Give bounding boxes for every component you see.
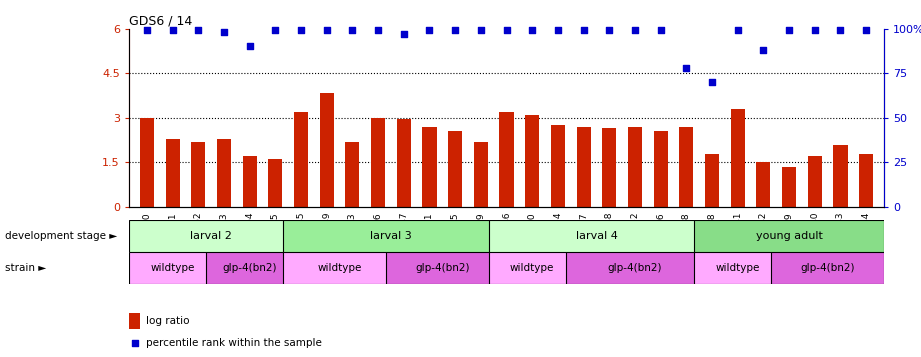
Point: [422, 27, 437, 33]
Point: [808, 27, 822, 33]
Bar: [129, 220, 294, 252]
Point: [242, 44, 257, 49]
Bar: [834, 145, 847, 207]
Point: [858, 27, 873, 33]
Point: [396, 31, 411, 37]
Point: [320, 27, 334, 33]
Bar: [771, 252, 884, 284]
Bar: [217, 139, 231, 207]
Bar: [565, 252, 705, 284]
Point: [705, 79, 719, 85]
Point: [371, 27, 386, 33]
Bar: [577, 127, 590, 207]
Point: [834, 27, 848, 33]
Point: [602, 27, 617, 33]
Bar: [345, 142, 359, 207]
Text: glp-4(bn2): glp-4(bn2): [223, 263, 277, 273]
Bar: [206, 252, 294, 284]
Point: [191, 27, 205, 33]
Bar: [488, 252, 576, 284]
Text: glp-4(bn2): glp-4(bn2): [608, 263, 662, 273]
Bar: [756, 162, 771, 207]
Bar: [371, 118, 385, 207]
Bar: [730, 109, 745, 207]
Bar: [705, 154, 719, 207]
Bar: [192, 142, 205, 207]
Bar: [242, 156, 257, 207]
Point: [782, 27, 797, 33]
Point: [127, 340, 142, 346]
Point: [730, 27, 745, 33]
Point: [216, 29, 231, 35]
Bar: [268, 160, 283, 207]
Bar: [488, 220, 705, 252]
Bar: [859, 154, 873, 207]
Bar: [320, 92, 333, 207]
Point: [448, 27, 462, 33]
Point: [499, 27, 514, 33]
Bar: [283, 220, 499, 252]
Text: log ratio: log ratio: [146, 316, 189, 326]
Text: glp-4(bn2): glp-4(bn2): [415, 263, 470, 273]
Bar: [628, 127, 642, 207]
Bar: [294, 112, 309, 207]
Point: [140, 27, 155, 33]
Bar: [602, 128, 616, 207]
Bar: [386, 252, 499, 284]
Bar: [525, 115, 540, 207]
Text: young adult: young adult: [755, 231, 822, 241]
Text: larval 4: larval 4: [576, 231, 617, 241]
Bar: [283, 252, 396, 284]
Point: [653, 27, 668, 33]
Text: wildtype: wildtype: [318, 263, 362, 273]
Point: [627, 27, 642, 33]
Point: [577, 27, 591, 33]
Point: [345, 27, 360, 33]
Text: wildtype: wildtype: [510, 263, 554, 273]
Bar: [129, 252, 216, 284]
Bar: [473, 142, 488, 207]
Bar: [694, 220, 884, 252]
Bar: [782, 167, 796, 207]
Bar: [449, 131, 462, 207]
Bar: [397, 119, 411, 207]
Text: glp-4(bn2): glp-4(bn2): [800, 263, 855, 273]
Point: [294, 27, 309, 33]
Point: [165, 27, 180, 33]
Bar: [129, 313, 140, 329]
Text: GDS6 / 14: GDS6 / 14: [129, 14, 192, 27]
Point: [473, 27, 488, 33]
Point: [551, 27, 565, 33]
Bar: [680, 127, 694, 207]
Text: wildtype: wildtype: [716, 263, 760, 273]
Text: larval 2: larval 2: [191, 231, 232, 241]
Point: [679, 65, 694, 71]
Text: wildtype: wildtype: [150, 263, 195, 273]
Bar: [808, 156, 822, 207]
Bar: [140, 118, 154, 207]
Bar: [551, 125, 565, 207]
Point: [756, 47, 771, 53]
Bar: [166, 139, 180, 207]
Bar: [654, 131, 668, 207]
Text: strain ►: strain ►: [5, 263, 46, 273]
Text: percentile rank within the sample: percentile rank within the sample: [146, 338, 321, 348]
Bar: [499, 112, 514, 207]
Text: larval 3: larval 3: [370, 231, 412, 241]
Text: development stage ►: development stage ►: [5, 231, 117, 241]
Point: [268, 27, 283, 33]
Point: [525, 27, 540, 33]
Bar: [694, 252, 781, 284]
Bar: [423, 127, 437, 207]
